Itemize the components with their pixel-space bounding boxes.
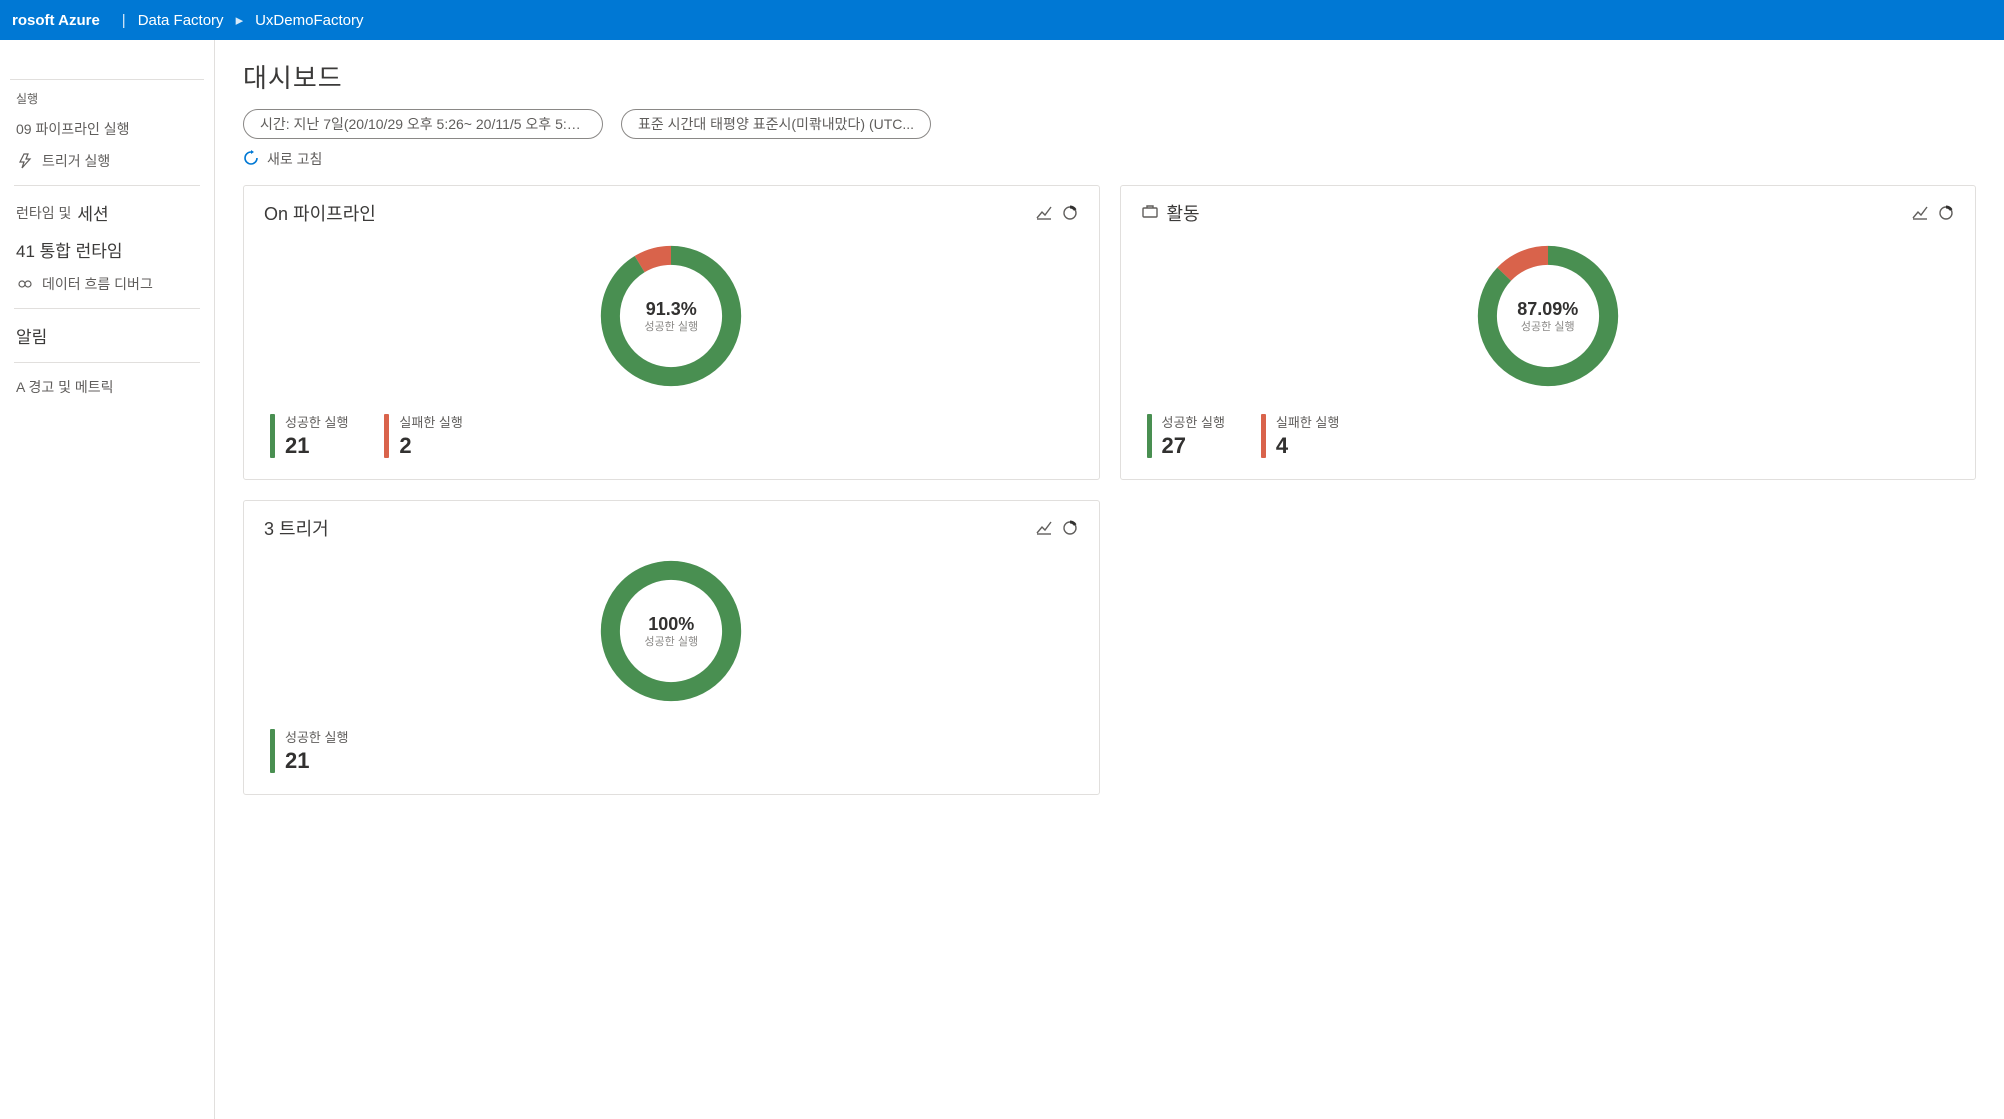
legend-success: 성공한 실행 27 — [1147, 412, 1225, 459]
line-chart-icon[interactable] — [1035, 204, 1053, 222]
sidebar-item-trigger-runs[interactable]: 트리거 실행 — [10, 145, 204, 177]
legend-success: 성공한 실행 21 — [270, 412, 348, 459]
top-bar: rosoft Azure | Data Factory ▸ UxDemoFact… — [0, 0, 2004, 40]
page-title: 대시보드 — [243, 58, 1976, 95]
filter-row: 시간: 지난 7일(20/10/29 오후 5:26~ 20/11/5 오후 5… — [243, 109, 1976, 139]
trigger-donut: 100% 성공한 실행 — [591, 551, 751, 711]
pipeline-pct: 91.3% — [646, 299, 697, 320]
legend-success-label: 성공한 실행 — [1162, 412, 1225, 431]
sidebar-divider — [14, 308, 200, 309]
legend-bar-success — [270, 729, 275, 773]
legend-bar-success — [270, 414, 275, 458]
legend-success: 성공한 실행 21 — [270, 727, 348, 774]
sidebar-header-blank — [10, 54, 204, 80]
legend-fail-label: 실패한 실행 — [399, 412, 462, 431]
line-chart-icon[interactable] — [1911, 204, 1929, 222]
card-pipeline: On 파이프라인 91.3% — [243, 185, 1100, 480]
trigger-pct: 100% — [648, 614, 694, 635]
legend-success-value: 21 — [285, 433, 348, 459]
main-content: 대시보드 시간: 지난 7일(20/10/29 오후 5:26~ 20/11/5… — [215, 40, 2004, 1119]
legend-fail: 실패한 실행 2 — [384, 412, 462, 459]
card-title-pipeline: On 파이프라인 — [264, 200, 376, 226]
breadcrumb-sep: | — [122, 12, 126, 29]
sidebar-item-dataflow-debug[interactable]: 데이터 흐름 디버그 — [10, 268, 204, 300]
sidebar: 실행 09 파이프라인 실행 트리거 실행 런타임 및 세션 41 통합 런타임… — [0, 40, 215, 1119]
legend-success-label: 성공한 실행 — [285, 727, 348, 746]
refresh-label: 새로 고침 — [267, 149, 322, 169]
legend-fail: 실패한 실행 4 — [1261, 412, 1339, 459]
legend-fail-value: 4 — [1276, 433, 1339, 459]
refresh-button[interactable]: 새로 고침 — [243, 149, 1976, 169]
activity-donut: 87.09% 성공한 실행 — [1468, 236, 1628, 396]
breadcrumb-factory[interactable]: UxDemoFactory — [255, 12, 363, 29]
breadcrumb-datafactory[interactable]: Data Factory — [138, 12, 224, 29]
donut-chart-icon[interactable] — [1061, 204, 1079, 222]
activity-pct: 87.09% — [1517, 299, 1578, 320]
pipeline-donut: 91.3% 성공한 실행 — [591, 236, 751, 396]
sidebar-group-alerts: 알림 — [10, 317, 204, 354]
card-title-activity: 활동 — [1167, 200, 1200, 226]
dashboard-cards: On 파이프라인 91.3% — [243, 185, 1976, 795]
brand-text: rosoft Azure — [12, 12, 100, 29]
briefcase-icon — [1141, 202, 1159, 225]
donut-chart-icon[interactable] — [1061, 519, 1079, 537]
debug-icon — [16, 276, 34, 292]
legend-bar-success — [1147, 414, 1152, 458]
refresh-icon — [243, 150, 259, 169]
sidebar-item-alerts-metrics[interactable]: A 경고 및 메트릭 — [10, 371, 204, 403]
sidebar-item-label: 09 파이프라인 실행 — [16, 119, 130, 139]
activity-sub: 성공한 실행 — [1521, 318, 1575, 334]
card-title-trigger: 3 트리거 — [264, 515, 329, 541]
sidebar-group-runtime: 런타임 및 세션 — [10, 194, 204, 231]
legend-fail-value: 2 — [399, 433, 462, 459]
sidebar-group-label: 알림 — [16, 323, 47, 348]
breadcrumb-arrow: ▸ — [236, 11, 244, 29]
time-range-pill[interactable]: 시간: 지난 7일(20/10/29 오후 5:26~ 20/11/5 오후 5… — [243, 109, 603, 139]
trigger-icon — [16, 153, 34, 169]
line-chart-icon[interactable] — [1035, 519, 1053, 537]
sidebar-group-runs: 실행 — [16, 90, 198, 107]
sidebar-item-label: 트리거 실행 — [42, 151, 110, 171]
sidebar-item-pipeline-runs[interactable]: 09 파이프라인 실행 — [10, 113, 204, 145]
sidebar-group-label-1: 런타임 및 — [16, 203, 71, 223]
sidebar-divider — [14, 362, 200, 363]
sidebar-item-label: A 경고 및 메트릭 — [16, 377, 114, 397]
sidebar-group-label-2: 세션 — [77, 200, 108, 225]
legend-success-label: 성공한 실행 — [285, 412, 348, 431]
sidebar-divider — [14, 185, 200, 186]
sidebar-item-label: 데이터 흐름 디버그 — [42, 274, 153, 294]
legend-bar-fail — [1261, 414, 1266, 458]
trigger-sub: 성공한 실행 — [644, 633, 698, 649]
legend-success-value: 21 — [285, 748, 348, 774]
timezone-pill[interactable]: 표준 시간대 태평양 표준시(미콲내맜다) (UTC... — [621, 109, 931, 139]
card-activity: 활동 87.09% — [1120, 185, 1977, 480]
sidebar-item-label: 41 통합 런타임 — [16, 237, 123, 262]
card-trigger: 3 트리거 100% — [243, 500, 1100, 795]
legend-bar-fail — [384, 414, 389, 458]
legend-success-value: 27 — [1162, 433, 1225, 459]
sidebar-item-integration-runtime[interactable]: 41 통합 런타임 — [10, 231, 204, 268]
legend-fail-label: 실패한 실행 — [1276, 412, 1339, 431]
donut-chart-icon[interactable] — [1937, 204, 1955, 222]
pipeline-sub: 성공한 실행 — [644, 318, 698, 334]
